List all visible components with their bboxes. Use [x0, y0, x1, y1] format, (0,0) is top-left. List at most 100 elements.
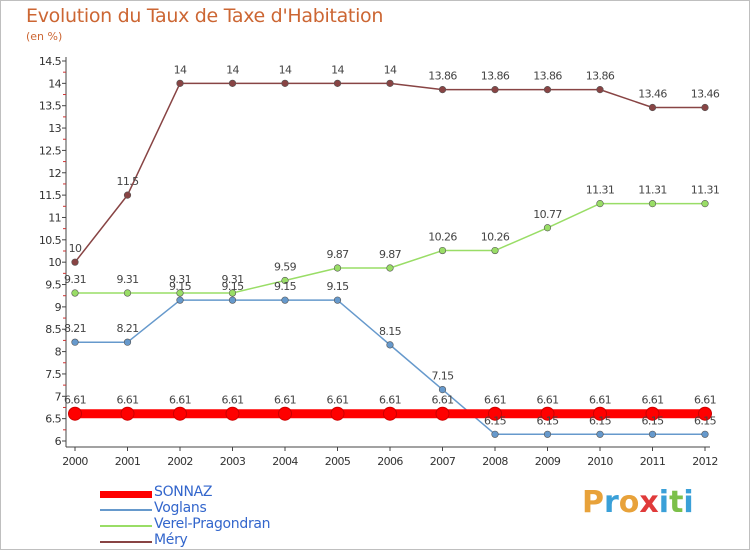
x-tick-label: 2010 [587, 455, 613, 468]
data-label: 9.31 [116, 273, 138, 286]
data-label: 6.61 [589, 394, 611, 407]
data-point [71, 289, 79, 297]
series-layer [68, 79, 712, 438]
brand-letter: r [604, 485, 619, 520]
data-label: 9.31 [64, 273, 86, 286]
data-label: 6.61 [64, 394, 86, 407]
brand-logo: Proxiti [582, 485, 694, 520]
data-label: 11.31 [638, 184, 667, 197]
data-label: 9.87 [326, 248, 349, 261]
y-tick-label: 9 [55, 301, 62, 314]
data-point [438, 246, 447, 255]
data-label: 14 [174, 63, 187, 76]
data-point [701, 430, 709, 438]
x-tick-label: 2000 [62, 455, 88, 468]
data-point [540, 406, 555, 421]
x-tick-label: 2012 [692, 455, 718, 468]
data-point [228, 289, 237, 297]
data-point [68, 406, 82, 421]
data-point [176, 296, 184, 304]
data-point [386, 264, 394, 272]
legend-item: SONNAZ [100, 484, 420, 501]
legend-swatch [100, 525, 152, 527]
brand-letter: i [658, 485, 670, 520]
brand-letter: i [683, 485, 694, 520]
series-verel-pragondran [71, 200, 709, 297]
x-tick-label: 2005 [325, 455, 351, 468]
data-label: 8.21 [64, 322, 86, 335]
legend-item: Verel-Pragondran [100, 516, 420, 533]
y-tick-label: 7.5 [45, 368, 61, 381]
data-label: 13.86 [533, 70, 562, 83]
y-tick-label: 12.5 [39, 144, 62, 157]
data-label: 6.61 [484, 394, 506, 407]
data-label: 9.87 [379, 248, 402, 261]
data-label: 6.61 [379, 394, 401, 407]
data-point [543, 86, 552, 94]
y-tick-label: 14 [48, 77, 61, 90]
chart-subtitle: (en %) [26, 30, 63, 43]
data-point [330, 406, 345, 421]
data-label: 6.61 [694, 394, 716, 407]
x-tick-label: 2009 [535, 455, 561, 468]
data-label: 6.61 [221, 394, 243, 407]
legend-label: SONNAZ [154, 484, 213, 500]
data-point [120, 406, 135, 421]
data-point [701, 200, 709, 208]
y-tick-label: 12 [48, 167, 61, 180]
data-label: 9.15 [221, 280, 244, 293]
data-label: 6.61 [536, 394, 558, 407]
data-point [228, 296, 237, 304]
brand-letter: o [618, 485, 640, 520]
data-point [596, 200, 604, 208]
data-point [176, 289, 184, 297]
data-point [435, 406, 450, 421]
data-point [543, 430, 552, 438]
x-tick-label: 2007 [430, 455, 456, 468]
y-tick-label: 11.5 [39, 189, 62, 202]
data-point [333, 296, 342, 304]
data-point [491, 430, 499, 438]
data-point [596, 86, 604, 94]
data-point [698, 406, 712, 421]
data-label: 9.59 [274, 261, 297, 274]
data-label: 8.21 [116, 322, 138, 335]
data-label: 10.26 [428, 231, 457, 244]
data-label: 6.15 [536, 414, 559, 427]
legend-label: Méry [154, 532, 188, 548]
data-label: 11.5 [116, 175, 139, 188]
data-point [648, 430, 657, 438]
data-point [71, 338, 79, 346]
data-label: 13.46 [691, 87, 720, 100]
data-label: 10 [69, 242, 82, 255]
data-point [333, 79, 342, 87]
data-point [491, 246, 499, 255]
data-label: 6.61 [169, 394, 191, 407]
legend-swatch [100, 509, 152, 511]
legend-swatch [100, 541, 152, 543]
data-label: 11.31 [691, 184, 720, 197]
y-tick-label: 13.5 [39, 100, 62, 113]
data-label: 9.31 [169, 273, 191, 286]
y-tick-label: 8 [55, 346, 62, 359]
chart-title: Evolution du Taux de Taxe d'Habitation [26, 5, 384, 27]
chart-axes: 6 6.5 7 7.5 8 8.5 9 9.5 10 10.5 11 11.5 12 12.5 13 13.5… [39, 55, 718, 468]
data-point [491, 86, 499, 94]
data-point [71, 258, 79, 266]
data-point [176, 79, 184, 87]
data-label: 10.26 [481, 231, 510, 244]
data-label: 14 [384, 63, 397, 76]
x-tick-label: 2008 [482, 455, 508, 468]
data-label: 13.86 [481, 70, 510, 83]
y-tick-label: 10.5 [39, 234, 62, 247]
data-label: 13.86 [586, 70, 615, 83]
data-point [281, 276, 289, 285]
data-label: 14 [279, 63, 292, 76]
data-label: 6.61 [431, 394, 453, 407]
legend-label: Voglans [154, 500, 207, 516]
x-tick-label: 2002 [167, 455, 193, 468]
data-label: 13.86 [428, 70, 457, 83]
data-label: 6.61 [274, 394, 296, 407]
data-label: 10.77 [533, 208, 562, 221]
